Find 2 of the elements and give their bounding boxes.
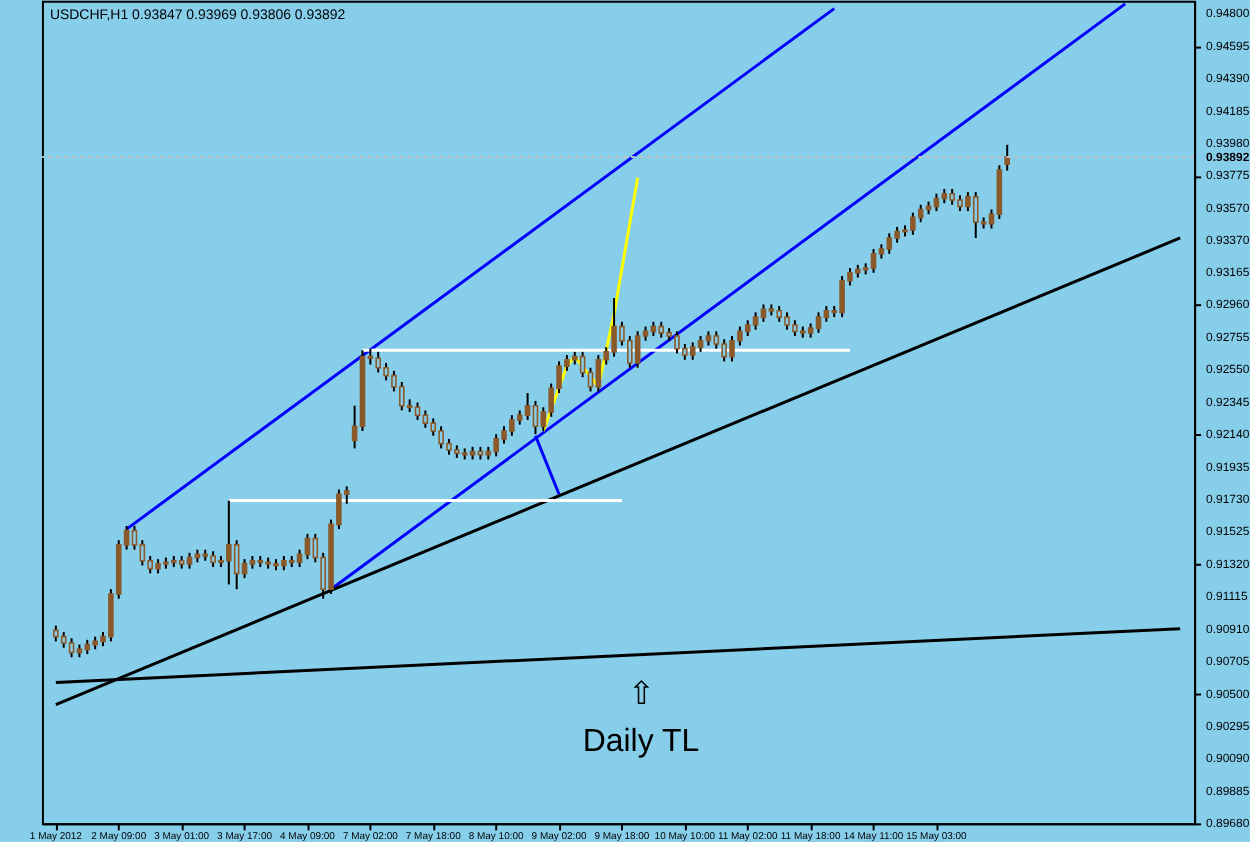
annotation: Daily TL [582,725,700,760]
annotation: ⇧ [627,677,654,712]
